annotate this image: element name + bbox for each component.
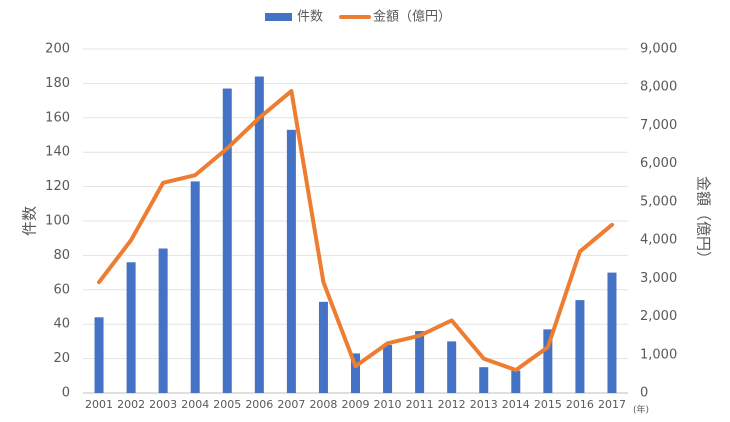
legend-swatch: [265, 13, 292, 21]
y2-tick-label: 1,000: [640, 347, 677, 362]
y-tick-label: 60: [53, 282, 70, 297]
y2-tick-label: 0: [640, 386, 648, 401]
y-tick-label: 80: [53, 248, 70, 263]
bar: [318, 301, 328, 393]
y2-tick-label: 3,000: [640, 271, 677, 286]
x-tick-label: 2006: [245, 398, 273, 411]
bar: [511, 370, 521, 393]
x-tick-label: 2008: [309, 398, 337, 411]
y-tick-label: 100: [45, 214, 70, 229]
y2-tick-label: 2,000: [640, 309, 677, 324]
bar: [126, 262, 136, 393]
bar: [254, 76, 264, 394]
bar: [222, 88, 232, 393]
bar: [479, 367, 489, 393]
line: [97, 89, 614, 373]
y-tick-label: 140: [45, 145, 70, 160]
y2-tick-label: 9,000: [640, 42, 677, 57]
x-tick-label: 2003: [149, 398, 177, 411]
bar: [383, 344, 393, 393]
bar: [158, 248, 168, 393]
y-tick-label: 0: [62, 386, 70, 401]
legend-label: 金額（億円）: [373, 9, 451, 25]
x-tick-label: 2009: [342, 398, 370, 411]
bar: [607, 272, 617, 393]
bar: [447, 341, 457, 393]
y-tick-label: 120: [45, 179, 70, 194]
y-tick-label: 180: [45, 76, 70, 91]
x-tick-label: 2014: [502, 398, 530, 411]
x-tick-label: 2016: [566, 398, 594, 411]
legend-label: 件数: [297, 10, 323, 25]
x-tick-label: 2017: [598, 398, 626, 411]
y-tick-label: 160: [45, 110, 70, 125]
y-axis-label: 件数: [21, 206, 39, 236]
x-tick-label: 2004: [181, 398, 209, 411]
y-tick-label: 20: [53, 351, 70, 366]
x-tick-label: 2012: [438, 398, 466, 411]
bar: [351, 353, 360, 393]
bar: [286, 129, 296, 393]
y2-tick-label: 7,000: [640, 118, 677, 133]
y2-tick-label: 4,000: [640, 233, 677, 248]
x-tick-label: 2007: [277, 398, 305, 411]
bar: [575, 300, 585, 393]
bar: [94, 317, 104, 393]
y-tick-label: 200: [45, 42, 70, 57]
bar: [190, 181, 200, 393]
x-axis-label: (年): [633, 404, 649, 416]
bar: [543, 329, 553, 393]
y2-tick-label: 5,000: [640, 194, 677, 209]
y2-axis-label: 金額（億円）: [695, 176, 713, 266]
x-tick-label: 2011: [406, 398, 434, 411]
x-tick-label: 2005: [213, 398, 241, 411]
x-tick-label: 2010: [374, 398, 402, 411]
x-tick-label: 2013: [470, 398, 498, 411]
y2-tick-label: 6,000: [640, 156, 677, 171]
x-tick-label: 2002: [117, 398, 145, 411]
x-tick-label: 2015: [534, 398, 562, 411]
y-tick-label: 40: [53, 317, 70, 332]
x-tick-label: 2001: [85, 398, 113, 411]
bar: [415, 331, 425, 393]
y2-tick-label: 8,000: [640, 80, 677, 95]
